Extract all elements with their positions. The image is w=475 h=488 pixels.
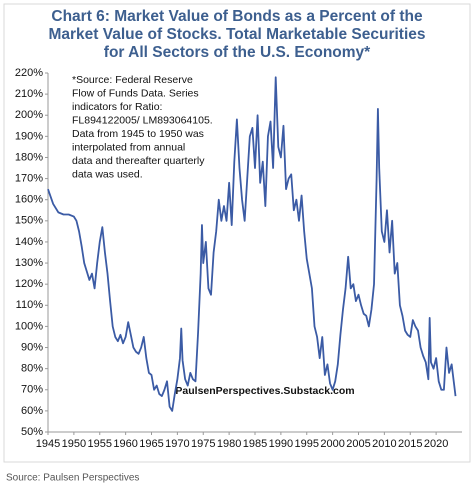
x-tick-label: 1960	[113, 438, 137, 450]
x-tick-label: 1990	[269, 438, 293, 450]
x-tick-label: 1980	[217, 438, 241, 450]
y-tick-label: 120%	[15, 278, 43, 290]
y-tick-label: 190%	[15, 130, 43, 142]
annotation: indicators for Ratio:	[72, 101, 162, 113]
annotation: interpolated from annual	[72, 141, 185, 153]
data-line	[47, 76, 457, 412]
chart-frame	[3, 3, 471, 463]
y-tick-label: 80%	[21, 363, 43, 375]
y-tick-label: 50%	[21, 426, 43, 438]
x-tick-label: 1950	[62, 438, 86, 450]
x-tick-label: 2010	[372, 438, 396, 450]
y-tick-label: 180%	[15, 151, 43, 163]
y-tick-label: 100%	[15, 320, 43, 332]
y-tick-label: 210%	[15, 88, 43, 100]
x-tick-label: 2015	[398, 438, 422, 450]
x-tick-label: 1965	[139, 438, 163, 450]
annotation: data and thereafter quarterly	[72, 155, 205, 167]
x-tick-label: 1985	[243, 438, 267, 450]
annotation: Flow of Funds Data. Series	[72, 87, 199, 99]
annotation: *Source: Federal Reserve	[72, 74, 193, 86]
x-tick-label: 1955	[88, 438, 112, 450]
y-tick-label: 140%	[15, 236, 43, 248]
x-tick-label: 1995	[295, 438, 319, 450]
x-tick-label: 1945	[36, 438, 60, 450]
x-tick-label: 2005	[346, 438, 370, 450]
annotation: FL894122005/ LM893064105.	[72, 114, 213, 126]
y-tick-label: 130%	[15, 257, 43, 269]
annotation: data was used.	[72, 168, 143, 180]
chart-title: Chart 6: Market Value of Bonds as a Perc…	[51, 8, 423, 25]
watermark: PaulsenPerspectives.Substack.com	[175, 385, 354, 397]
y-tick-label: 200%	[15, 109, 43, 121]
y-tick-label: 170%	[15, 172, 43, 184]
x-tick-label: 2000	[320, 438, 344, 450]
y-tick-label: 160%	[15, 194, 43, 206]
source: Source: Paulsen Perspectives	[6, 473, 139, 484]
y-tick-label: 70%	[21, 384, 43, 396]
chart-title: for All Sectors of the U.S. Economy*	[104, 44, 371, 61]
annotation: Data from 1945 to 1950 was	[72, 128, 204, 140]
y-tick-label: 110%	[16, 299, 44, 311]
y-tick-label: 150%	[15, 215, 43, 227]
y-tick-label: 60%	[21, 405, 43, 417]
y-tick-label: 90%	[21, 341, 43, 353]
chart-title: Market Value of Stocks. Total Marketable…	[48, 26, 425, 43]
y-tick-label: 220%	[15, 67, 43, 79]
x-tick-label: 1970	[165, 438, 189, 450]
x-tick-label: 1975	[191, 438, 215, 450]
x-tick-label: 2020	[424, 438, 448, 450]
